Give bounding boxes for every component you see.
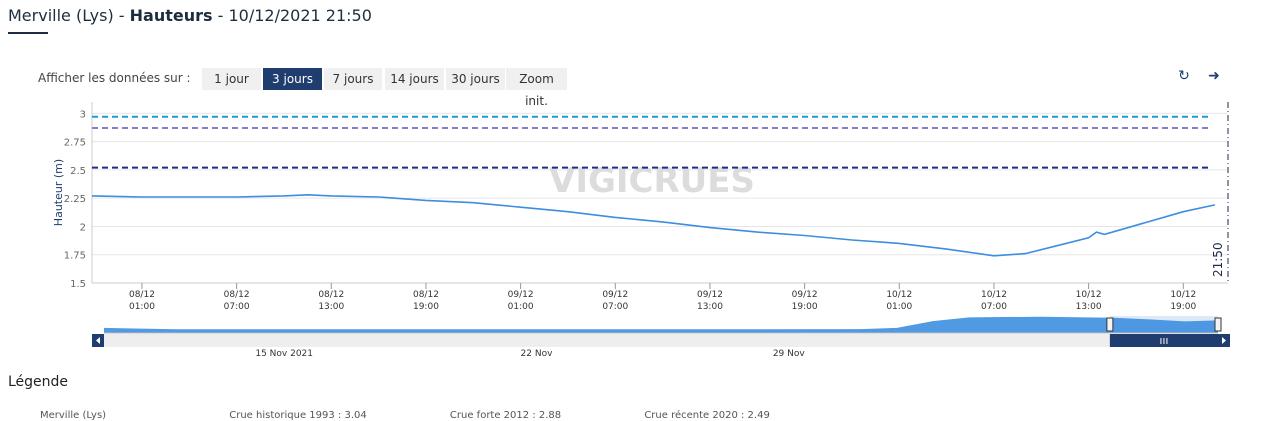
x-tick-label: 09/12 19:00 (792, 290, 818, 312)
chevron-right-icon (1222, 337, 1226, 344)
navigator: 15 Nov 2021 22 Nov 29 Nov (92, 316, 1230, 359)
x-tick-label: 08/12 13:00 (318, 290, 344, 312)
legend-entries: Merville (Lys) Crue historique 1993 : 3.… (40, 410, 770, 421)
legend-entry: Crue historique 1993 : 3.04 (229, 410, 367, 421)
legend-title: Légende (8, 374, 69, 390)
share-icon[interactable]: ➜ (1208, 68, 1220, 84)
series-line (91, 193, 1216, 257)
legend-entry: Crue récente 2020 : 2.49 (644, 410, 770, 421)
y-tick-label: 2.5 (70, 166, 86, 177)
chevron-left-icon (96, 337, 100, 344)
x-tick-label: 10/12 13:00 (1076, 290, 1102, 312)
x-tick-label: 09/12 07:00 (602, 290, 628, 312)
x-tick-label: 09/12 13:00 (697, 290, 723, 312)
title-datetime: - 10/12/2021 21:50 (212, 6, 372, 25)
x-tick-label: 08/12 01:00 (129, 290, 155, 312)
range-selector-label: Afficher les données sur : (38, 71, 191, 85)
current-time-label: 21:50 (1211, 242, 1225, 277)
x-tick-label: 10/12 01:00 (886, 290, 912, 312)
x-tick-label: 10/12 19:00 (1170, 290, 1196, 312)
y-tick-label: 1.5 (70, 279, 86, 290)
x-tick-label: 10/12 07:00 (981, 290, 1007, 312)
range-button-1-day[interactable]: 1 jour (202, 68, 261, 90)
x-tick-label: 08/12 19:00 (413, 290, 439, 312)
refresh-icon[interactable]: ↻ (1178, 68, 1190, 84)
navigator-date-label: 22 Nov (521, 349, 554, 359)
y-tick-label: 2.25 (64, 194, 86, 205)
navigator-series-area (104, 316, 1218, 333)
legend-entry: Crue forte 2012 : 2.88 (449, 410, 562, 421)
navigator-date-label: 15 Nov 2021 (255, 349, 313, 359)
navigator-handle[interactable] (1106, 317, 1114, 332)
scrollbar-track (92, 334, 1230, 347)
range-button-zoom-init[interactable]: Zoom init. (506, 68, 567, 108)
navigator-date-label: 29 Nov (773, 349, 806, 359)
y-tick-label: 2 (80, 222, 86, 233)
navigator-handle[interactable] (1214, 317, 1222, 332)
page-title: Merville (Lys) - Hauteurs - 10/12/2021 2… (8, 6, 372, 25)
plot-area: 1.5 1.75 2 2.25 2.5 2.75 3 Hauteur (m) 08/12 01:0… (52, 102, 1229, 312)
y-axis-title: Hauteur (m) (52, 159, 65, 226)
y-tick-label: 2.75 (64, 138, 86, 149)
legend-entry: Merville (Lys) (40, 410, 107, 421)
range-button-3-days[interactable]: 3 jours (263, 68, 322, 90)
measure-name: Hauteurs (129, 6, 213, 25)
title-underline (8, 32, 48, 34)
range-button-7-days[interactable]: 7 jours (324, 68, 382, 90)
y-tick-label: 1.75 (64, 251, 86, 262)
range-button-14-days[interactable]: 14 jours (385, 68, 444, 90)
range-button-30-days[interactable]: 30 jours (446, 68, 505, 90)
x-tick-label: 09/12 01:00 (508, 290, 534, 312)
x-tick-label: 08/12 07:00 (224, 290, 250, 312)
station-name: Merville (Lys) (8, 6, 114, 25)
y-tick-label: 3 (80, 109, 86, 120)
title-separator: - (113, 6, 130, 25)
